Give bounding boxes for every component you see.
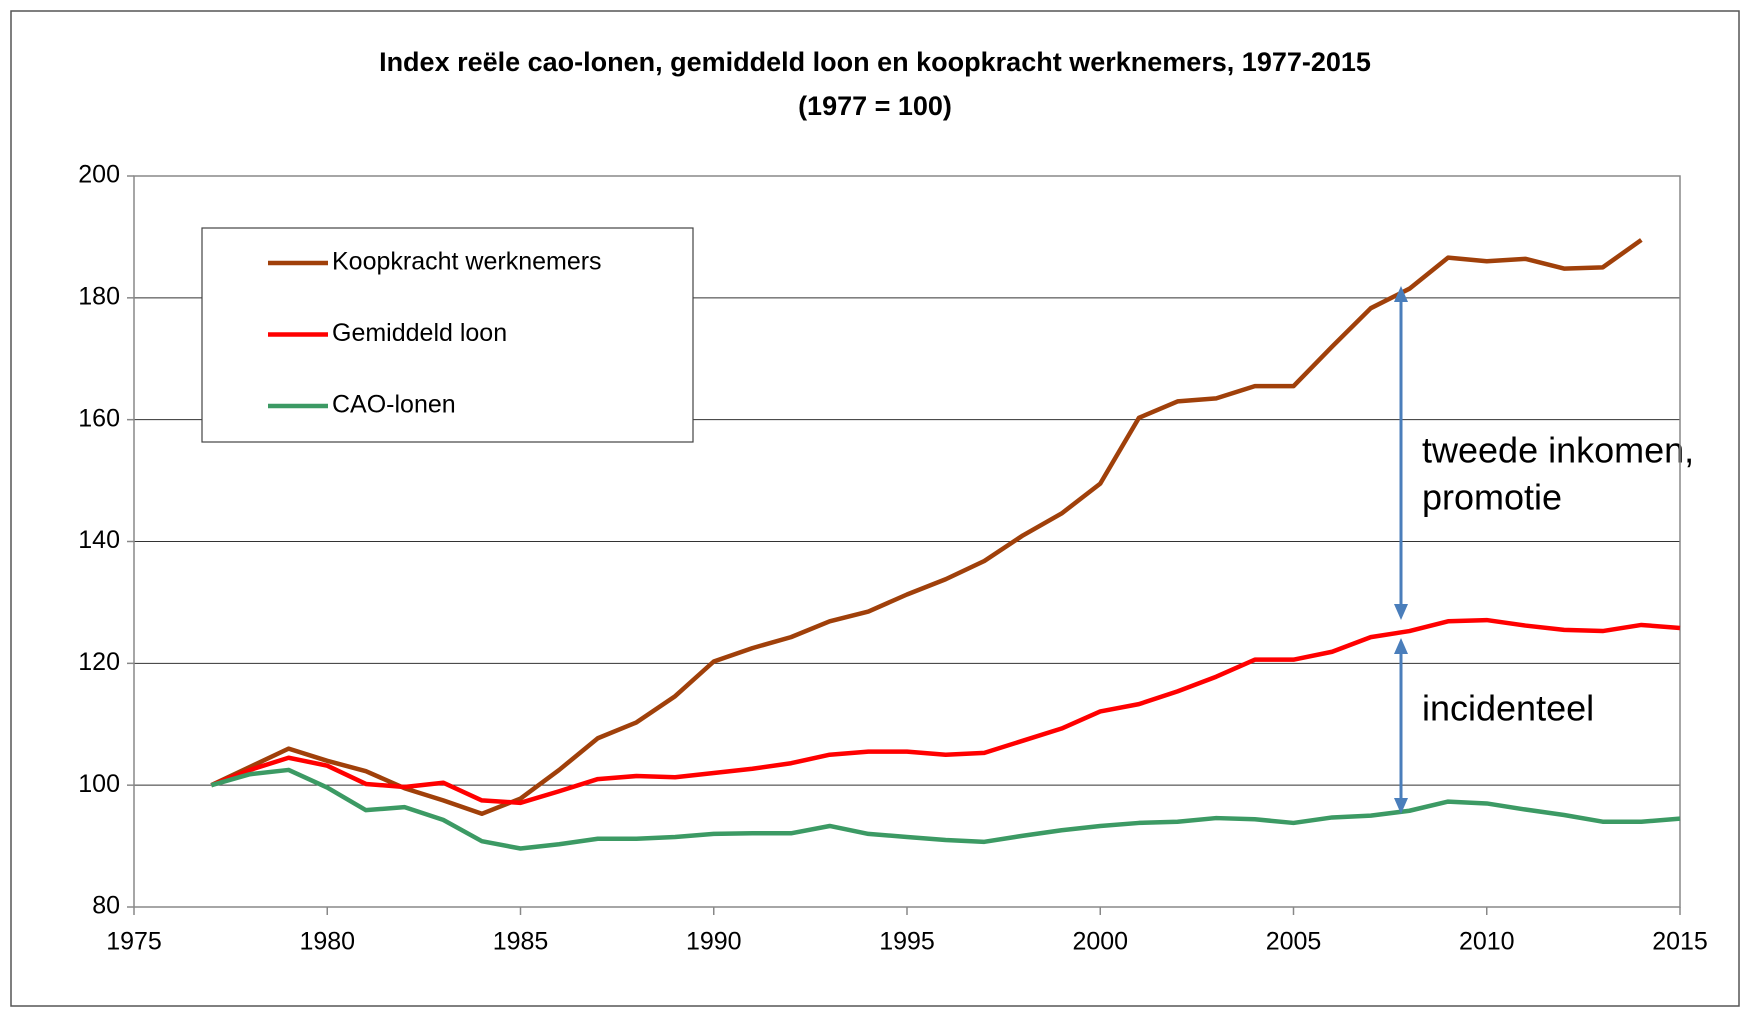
x-tick-label: 2000 bbox=[1072, 928, 1128, 956]
y-tick-label: 140 bbox=[78, 526, 120, 554]
x-tick-label: 1980 bbox=[299, 928, 355, 956]
chart-frame bbox=[10, 10, 1740, 1007]
arrow-head bbox=[1394, 638, 1408, 654]
x-tick-label: 1975 bbox=[106, 928, 162, 956]
arrow-head bbox=[1394, 286, 1408, 302]
chart-title: Index reële cao-lonen, gemiddeld loon en… bbox=[379, 47, 1371, 77]
y-tick-label: 160 bbox=[78, 404, 120, 432]
legend-label: Koopkracht werknemers bbox=[332, 248, 602, 276]
line-series bbox=[210, 617, 1681, 806]
y-tick-label: 100 bbox=[78, 770, 120, 798]
line-series bbox=[210, 767, 1681, 851]
y-tick-label: 180 bbox=[78, 282, 120, 310]
y-tick-label: 200 bbox=[78, 161, 120, 189]
y-tick-label: 120 bbox=[78, 648, 120, 676]
plot-border bbox=[133, 175, 1681, 908]
y-tick-label: 80 bbox=[92, 892, 120, 920]
annotation: promotie bbox=[1422, 477, 1562, 518]
arrow-head bbox=[1394, 604, 1408, 620]
annotation: incidenteel bbox=[1422, 688, 1594, 729]
arrow-head bbox=[1394, 798, 1408, 814]
annotation: tweede inkomen, bbox=[1422, 430, 1694, 471]
x-tick-label: 2015 bbox=[1652, 928, 1708, 956]
x-tick-label: 1985 bbox=[493, 928, 549, 956]
chart-subtitle: (1977 = 100) bbox=[798, 91, 952, 121]
arrows bbox=[1394, 286, 1408, 814]
x-tick-label: 2005 bbox=[1266, 928, 1322, 956]
x-tick-label: 1990 bbox=[686, 928, 742, 956]
x-tick-label: 2010 bbox=[1459, 928, 1515, 956]
x-tick-label: 1995 bbox=[879, 928, 935, 956]
legend-label: CAO-lonen bbox=[332, 391, 456, 419]
legend-label: Gemiddeld loon bbox=[332, 319, 507, 347]
